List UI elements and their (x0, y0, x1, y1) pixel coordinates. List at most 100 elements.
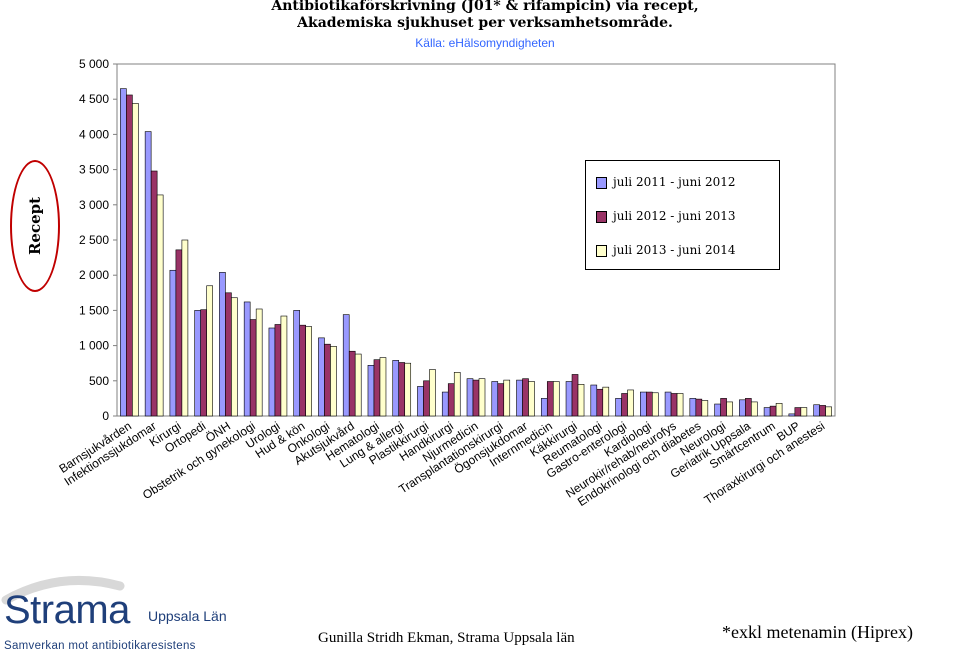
y-tick-label: 4 500 (79, 92, 109, 106)
bar-1 (714, 403, 721, 417)
bar-3 (552, 381, 560, 417)
bar-chart: 0 500 1 000 1 500 2 000 2 500 3 000 3 500 4 000 4… (56, 57, 836, 509)
bar-1 (367, 365, 375, 417)
chart-subtitle: Källa: eHälsomyndigheten (415, 36, 555, 50)
recept-oval (10, 160, 60, 292)
bar-2 (423, 380, 430, 417)
logo-region: Uppsala Län (148, 608, 227, 624)
bar-3 (206, 285, 213, 417)
bar-1 (689, 398, 697, 417)
x-axis-labels: BarnsjukvårdenInfektionssjukdomarKirurgi… (56, 419, 827, 509)
bar-1 (491, 381, 499, 417)
bar-1 (739, 399, 746, 417)
bar-1 (466, 378, 474, 417)
bar-1 (540, 398, 548, 417)
bar-1 (243, 301, 251, 417)
legend-swatch-2 (596, 210, 607, 223)
bar-3 (577, 384, 585, 417)
author-credit: Gunilla Stridh Ekman, Strama Uppsala län (318, 630, 575, 646)
bar-1 (268, 327, 276, 417)
bar-3 (156, 194, 164, 417)
bar-1 (293, 310, 300, 417)
y-tick-label: 2 500 (79, 233, 109, 247)
bar-2 (126, 94, 133, 417)
bar-1 (120, 88, 127, 417)
bar-1 (318, 337, 325, 417)
bar-3 (478, 378, 486, 417)
bar-2 (299, 324, 306, 417)
bar-1 (640, 391, 647, 417)
bar-2 (398, 362, 406, 417)
bar-2 (447, 383, 455, 417)
bar-3 (676, 393, 684, 417)
bar-3 (404, 362, 412, 417)
bar-1 (169, 269, 177, 417)
bar-2 (670, 393, 678, 417)
bar-2 (522, 378, 529, 417)
bar-2 (695, 398, 703, 417)
bar-3 (627, 389, 634, 417)
bar-1 (615, 398, 622, 417)
bar-2 (720, 398, 727, 417)
bar-3 (652, 392, 659, 417)
bar-1 (590, 384, 598, 417)
bar-3 (354, 353, 362, 417)
legend-item-1: juli 2011 - juni 2012 (596, 175, 736, 189)
legend: juli 2011 - juni 2012 juli 2012 - juni 2… (585, 160, 780, 270)
legend-swatch-1 (596, 176, 607, 189)
strama-logo-arc (1, 575, 125, 605)
bar-1 (194, 310, 201, 417)
bar-2 (373, 359, 381, 417)
bar-2 (225, 292, 232, 417)
legend-item-3: juli 2013 - juni 2014 (596, 243, 736, 257)
bar-3 (453, 372, 461, 417)
footnote: *exkl metenamin (Hiprex) (722, 622, 913, 642)
bar-3 (231, 297, 238, 417)
bar-2 (200, 309, 207, 417)
bar-3 (330, 345, 337, 417)
y-tick-label: 5 000 (79, 57, 109, 71)
bar-3 (503, 379, 511, 417)
legend-swatch-3 (596, 244, 607, 257)
bar-1 (664, 391, 672, 417)
bar-2 (596, 388, 604, 417)
legend-label-2: juli 2012 - juni 2013 (613, 209, 736, 223)
legend-item-2: juli 2012 - juni 2013 (596, 209, 736, 223)
bar-1 (219, 272, 226, 417)
bar-3 (800, 407, 808, 417)
bar-2 (150, 170, 158, 417)
bar-3 (825, 406, 832, 417)
bar-2 (769, 405, 777, 417)
bar-1 (565, 381, 573, 417)
logo-tagline: Samverkan mot antibiotikaresistens (4, 640, 196, 652)
bar-1 (516, 379, 523, 417)
bar-3 (751, 401, 758, 417)
bar-3 (701, 400, 709, 417)
bar-2 (497, 383, 505, 417)
bar-2 (794, 407, 802, 417)
legend-label-1: juli 2011 - juni 2012 (613, 175, 736, 189)
bar-2 (745, 398, 752, 417)
y-axis: 0 500 1 000 1 500 2 000 2 500 3 000 3 500 4 000 4… (79, 57, 836, 423)
bar-2 (621, 393, 628, 417)
bar-3 (528, 381, 535, 417)
bar-2 (249, 319, 257, 417)
y-tick-label: 1 000 (79, 339, 109, 353)
bar-3 (602, 386, 610, 417)
bar-3 (132, 103, 139, 417)
bar-3 (726, 401, 733, 417)
y-tick-label: 500 (89, 374, 109, 388)
bar-2 (819, 405, 826, 417)
bar-1 (392, 360, 400, 417)
bar-2 (274, 324, 282, 417)
bar-1 (342, 314, 350, 417)
y-tick-label: 2 000 (79, 268, 109, 282)
chart-title-line-2: Akademiska sjukhuset per verksamhetsområ… (297, 15, 673, 31)
y-tick-label: 1 500 (79, 303, 109, 317)
bar-3 (255, 308, 263, 417)
y-tick-label: 0 (102, 409, 109, 423)
bars (120, 88, 832, 417)
bar-2 (472, 379, 480, 417)
bar-3 (775, 403, 783, 417)
bar-1 (144, 131, 152, 417)
